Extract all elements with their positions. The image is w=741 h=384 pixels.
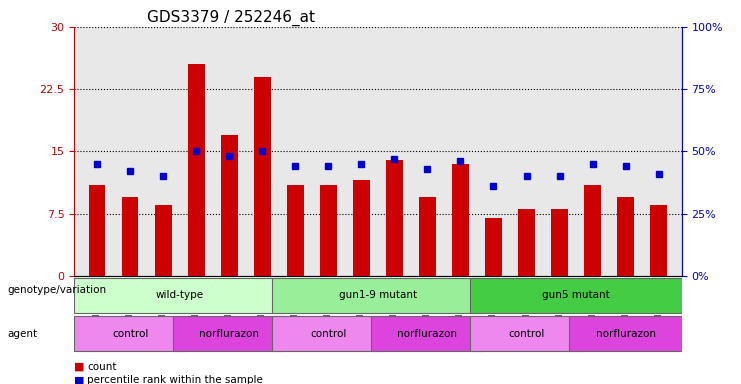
Bar [518, 209, 535, 276]
Bar [254, 77, 270, 276]
Text: norflurazon: norflurazon [397, 329, 457, 339]
Bar [419, 197, 436, 276]
FancyBboxPatch shape [272, 316, 385, 351]
Bar [287, 185, 304, 276]
Text: norflurazon: norflurazon [199, 329, 259, 339]
FancyBboxPatch shape [569, 316, 682, 351]
FancyBboxPatch shape [74, 278, 285, 313]
Text: percentile rank within the sample: percentile rank within the sample [87, 375, 263, 384]
Bar [551, 209, 568, 276]
FancyBboxPatch shape [173, 316, 285, 351]
Bar [221, 135, 238, 276]
FancyBboxPatch shape [471, 316, 582, 351]
Text: ■: ■ [74, 375, 84, 384]
Text: ■: ■ [74, 362, 84, 372]
Bar [122, 197, 139, 276]
FancyBboxPatch shape [371, 316, 484, 351]
Bar [89, 185, 105, 276]
FancyBboxPatch shape [272, 278, 484, 313]
Bar [585, 185, 601, 276]
Text: gun1-9 mutant: gun1-9 mutant [339, 290, 417, 300]
Bar [452, 164, 469, 276]
Bar [617, 197, 634, 276]
Bar [155, 205, 171, 276]
Bar [386, 160, 402, 276]
FancyBboxPatch shape [74, 316, 187, 351]
Text: control: control [310, 329, 347, 339]
Text: control: control [508, 329, 545, 339]
FancyBboxPatch shape [471, 278, 682, 313]
Text: genotype/variation: genotype/variation [7, 285, 107, 295]
Bar [485, 218, 502, 276]
Text: wild-type: wild-type [156, 290, 204, 300]
Text: norflurazon: norflurazon [596, 329, 656, 339]
Text: count: count [87, 362, 117, 372]
Text: control: control [112, 329, 148, 339]
Bar [320, 185, 336, 276]
Bar [188, 64, 205, 276]
Text: gun5 mutant: gun5 mutant [542, 290, 610, 300]
Bar [353, 180, 370, 276]
Bar [651, 205, 667, 276]
Text: GDS3379 / 252246_at: GDS3379 / 252246_at [147, 9, 315, 25]
Text: agent: agent [7, 329, 38, 339]
